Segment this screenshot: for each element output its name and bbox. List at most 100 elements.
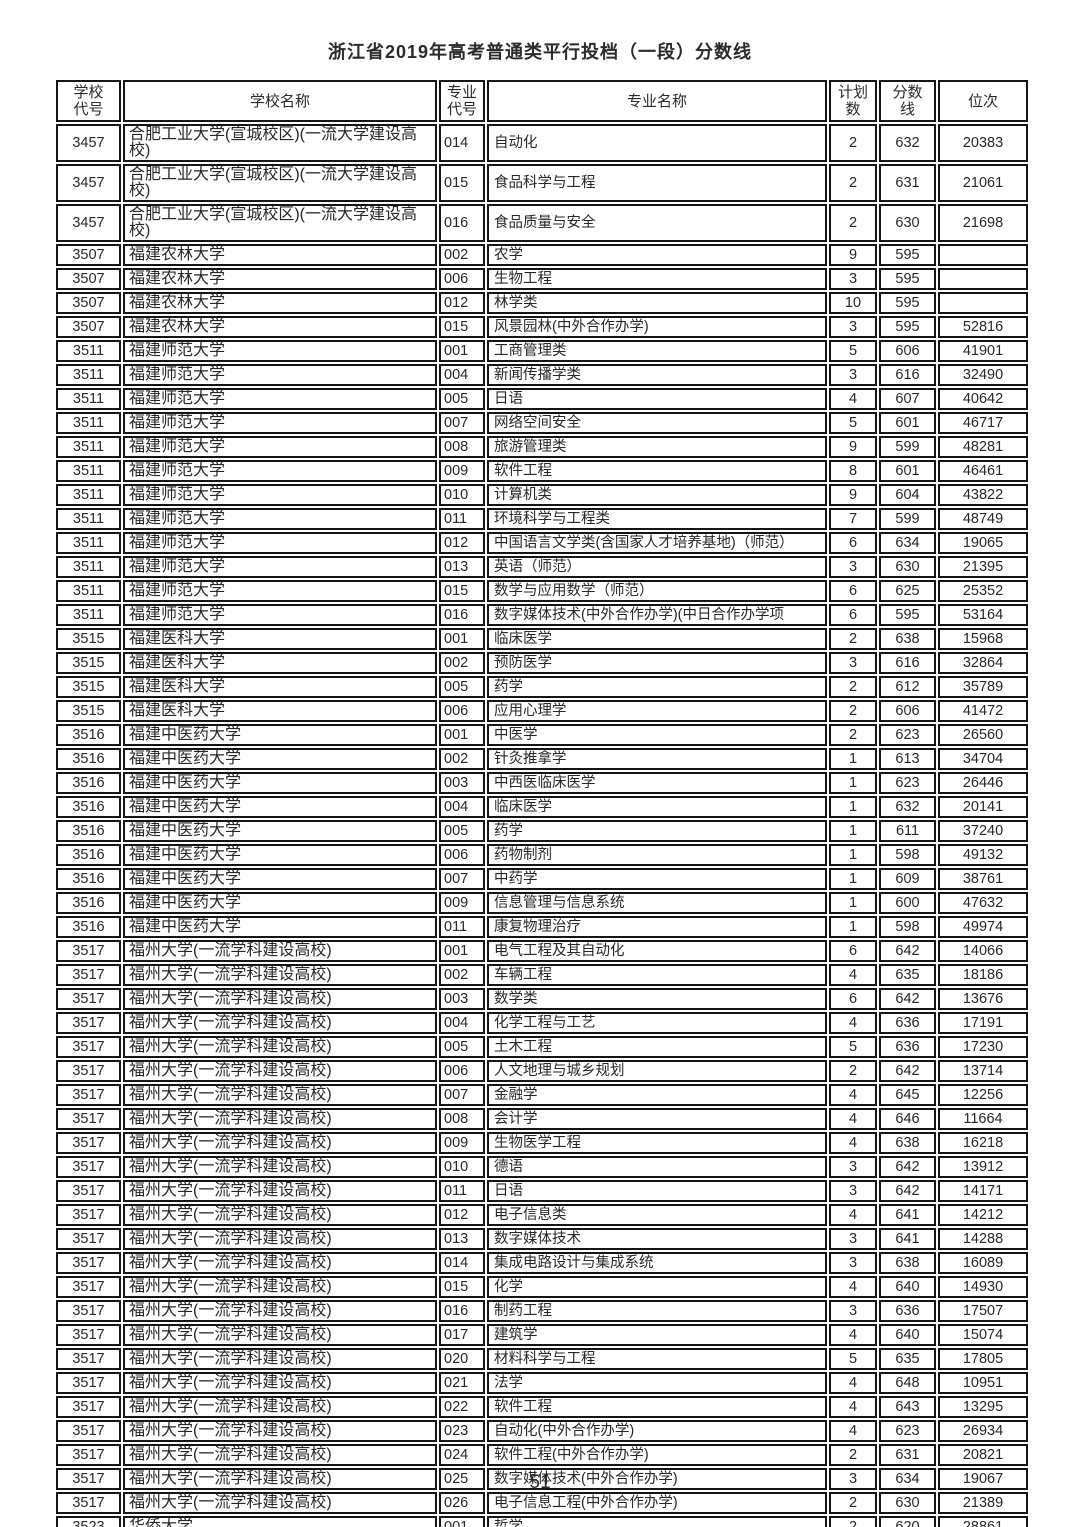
- table-row: 3511 福建师范大学 009 软件工程 8 601 46461: [56, 460, 1028, 482]
- plan-count-cell: 1: [829, 916, 877, 938]
- major-code-cell: 015: [439, 580, 485, 602]
- table-row: 3507 福建农林大学 012 林学类 10 595: [56, 292, 1028, 314]
- score-line-cell: 635: [879, 964, 936, 986]
- page-number: 51: [529, 1472, 551, 1493]
- school-name-cell: 福州大学(一流学科建设高校): [123, 1252, 437, 1274]
- table-row: 3507 福建农林大学 015 风景园林(中外合作办学) 3 595 52816: [56, 316, 1028, 338]
- table-row: 3516 福建中医药大学 009 信息管理与信息系统 1 600 47632: [56, 892, 1028, 914]
- rank-cell: 21389: [938, 1492, 1028, 1514]
- school-name-cell: 福建中医药大学: [123, 748, 437, 770]
- score-line-cell: 598: [879, 916, 936, 938]
- major-code-cell: 011: [439, 916, 485, 938]
- major-name-cell: 药学: [487, 676, 827, 698]
- major-code-cell: 007: [439, 1084, 485, 1106]
- table-row: 3516 福建中医药大学 004 临床医学 1 632 20141: [56, 796, 1028, 818]
- plan-count-cell: 3: [829, 1252, 877, 1274]
- major-name-cell: 自动化(中外合作办学): [487, 1420, 827, 1442]
- major-name-cell: 建筑学: [487, 1324, 827, 1346]
- school-name-cell: 福建农林大学: [123, 316, 437, 338]
- table-row: 3517 福州大学(一流学科建设高校) 011 日语 3 642 14171: [56, 1180, 1028, 1202]
- school-code-cell: 3511: [56, 460, 121, 482]
- table-row: 3516 福建中医药大学 001 中医学 2 623 26560: [56, 724, 1028, 746]
- score-line-cell: 638: [879, 1132, 936, 1154]
- major-name-cell: 材料科学与工程: [487, 1348, 827, 1370]
- column-header: 专业名称: [487, 80, 827, 122]
- plan-count-cell: 1: [829, 796, 877, 818]
- rank-cell: 41472: [938, 700, 1028, 722]
- school-name-cell: 福建师范大学: [123, 340, 437, 362]
- major-name-cell: 食品科学与工程: [487, 164, 827, 202]
- rank-cell: 49132: [938, 844, 1028, 866]
- plan-count-cell: 3: [829, 268, 877, 290]
- rank-cell: 34704: [938, 748, 1028, 770]
- plan-count-cell: 2: [829, 1516, 877, 1527]
- score-line-cell: 648: [879, 1372, 936, 1394]
- major-name-cell: 临床医学: [487, 796, 827, 818]
- score-line-cell: 623: [879, 724, 936, 746]
- school-code-cell: 3457: [56, 164, 121, 202]
- major-name-cell: 制药工程: [487, 1300, 827, 1322]
- rank-cell: 10951: [938, 1372, 1028, 1394]
- table-row: 3517 福州大学(一流学科建设高校) 022 软件工程 4 643 13295: [56, 1396, 1028, 1418]
- plan-count-cell: 1: [829, 748, 877, 770]
- school-code-cell: 3511: [56, 364, 121, 386]
- plan-count-cell: 4: [829, 388, 877, 410]
- score-line-cell: 595: [879, 316, 936, 338]
- table-row: 3507 福建农林大学 006 生物工程 3 595: [56, 268, 1028, 290]
- table-row: 3517 福州大学(一流学科建设高校) 023 自动化(中外合作办学) 4 623 2693…: [56, 1420, 1028, 1442]
- major-code-cell: 009: [439, 460, 485, 482]
- plan-count-cell: 3: [829, 1468, 877, 1490]
- school-code-cell: 3517: [56, 1060, 121, 1082]
- plan-count-cell: 4: [829, 1108, 877, 1130]
- table-row: 3515 福建医科大学 006 应用心理学 2 606 41472: [56, 700, 1028, 722]
- table-row: 3517 福州大学(一流学科建设高校) 025 数字媒体技术(中外合作办学) 3 634 1…: [56, 1468, 1028, 1490]
- major-code-cell: 002: [439, 964, 485, 986]
- rank-cell: 16218: [938, 1132, 1028, 1154]
- school-name-cell: 福州大学(一流学科建设高校): [123, 988, 437, 1010]
- score-line-cell: 604: [879, 484, 936, 506]
- school-name-cell: 福州大学(一流学科建设高校): [123, 1228, 437, 1250]
- score-line-cell: 595: [879, 244, 936, 266]
- plan-count-cell: 9: [829, 436, 877, 458]
- school-name-cell: 福州大学(一流学科建设高校): [123, 1372, 437, 1394]
- major-name-cell: 数学类: [487, 988, 827, 1010]
- major-name-cell: 人文地理与城乡规划: [487, 1060, 827, 1082]
- table-row: 3517 福州大学(一流学科建设高校) 003 数学类 6 642 13676: [56, 988, 1028, 1010]
- school-name-cell: 福州大学(一流学科建设高校): [123, 1468, 437, 1490]
- plan-count-cell: 1: [829, 820, 877, 842]
- school-name-cell: 福州大学(一流学科建设高校): [123, 1108, 437, 1130]
- school-name-cell: 福州大学(一流学科建设高校): [123, 964, 437, 986]
- school-name-cell: 合肥工业大学(宣城校区)(一流大学建设高校): [123, 164, 437, 202]
- major-name-cell: 法学: [487, 1372, 827, 1394]
- major-name-cell: 金融学: [487, 1084, 827, 1106]
- rank-cell: 32490: [938, 364, 1028, 386]
- school-name-cell: 福州大学(一流学科建设高校): [123, 1156, 437, 1178]
- rank-cell: 12256: [938, 1084, 1028, 1106]
- major-code-cell: 005: [439, 820, 485, 842]
- column-header: 学校名称: [123, 80, 437, 122]
- school-code-cell: 3517: [56, 1132, 121, 1154]
- plan-count-cell: 2: [829, 164, 877, 202]
- school-code-cell: 3516: [56, 916, 121, 938]
- table-row: 3457 合肥工业大学(宣城校区)(一流大学建设高校) 016 食品质量与安全 2 630…: [56, 204, 1028, 242]
- table-row: 3517 福州大学(一流学科建设高校) 021 法学 4 648 10951: [56, 1372, 1028, 1394]
- school-name-cell: 福建医科大学: [123, 676, 437, 698]
- score-line-cell: 601: [879, 460, 936, 482]
- major-code-cell: 013: [439, 556, 485, 578]
- major-name-cell: 网络空间安全: [487, 412, 827, 434]
- rank-cell: 35789: [938, 676, 1028, 698]
- major-code-cell: 012: [439, 532, 485, 554]
- rank-cell: 26446: [938, 772, 1028, 794]
- school-name-cell: 福州大学(一流学科建设高校): [123, 1300, 437, 1322]
- rank-cell: 15968: [938, 628, 1028, 650]
- school-name-cell: 福建师范大学: [123, 556, 437, 578]
- rank-cell: 49974: [938, 916, 1028, 938]
- school-code-cell: 3516: [56, 796, 121, 818]
- major-name-cell: 药物制剂: [487, 844, 827, 866]
- school-name-cell: 福州大学(一流学科建设高校): [123, 940, 437, 962]
- major-code-cell: 014: [439, 1252, 485, 1274]
- school-code-cell: 3517: [56, 1012, 121, 1034]
- major-code-cell: 026: [439, 1492, 485, 1514]
- major-name-cell: 药学: [487, 820, 827, 842]
- rank-cell: 14212: [938, 1204, 1028, 1226]
